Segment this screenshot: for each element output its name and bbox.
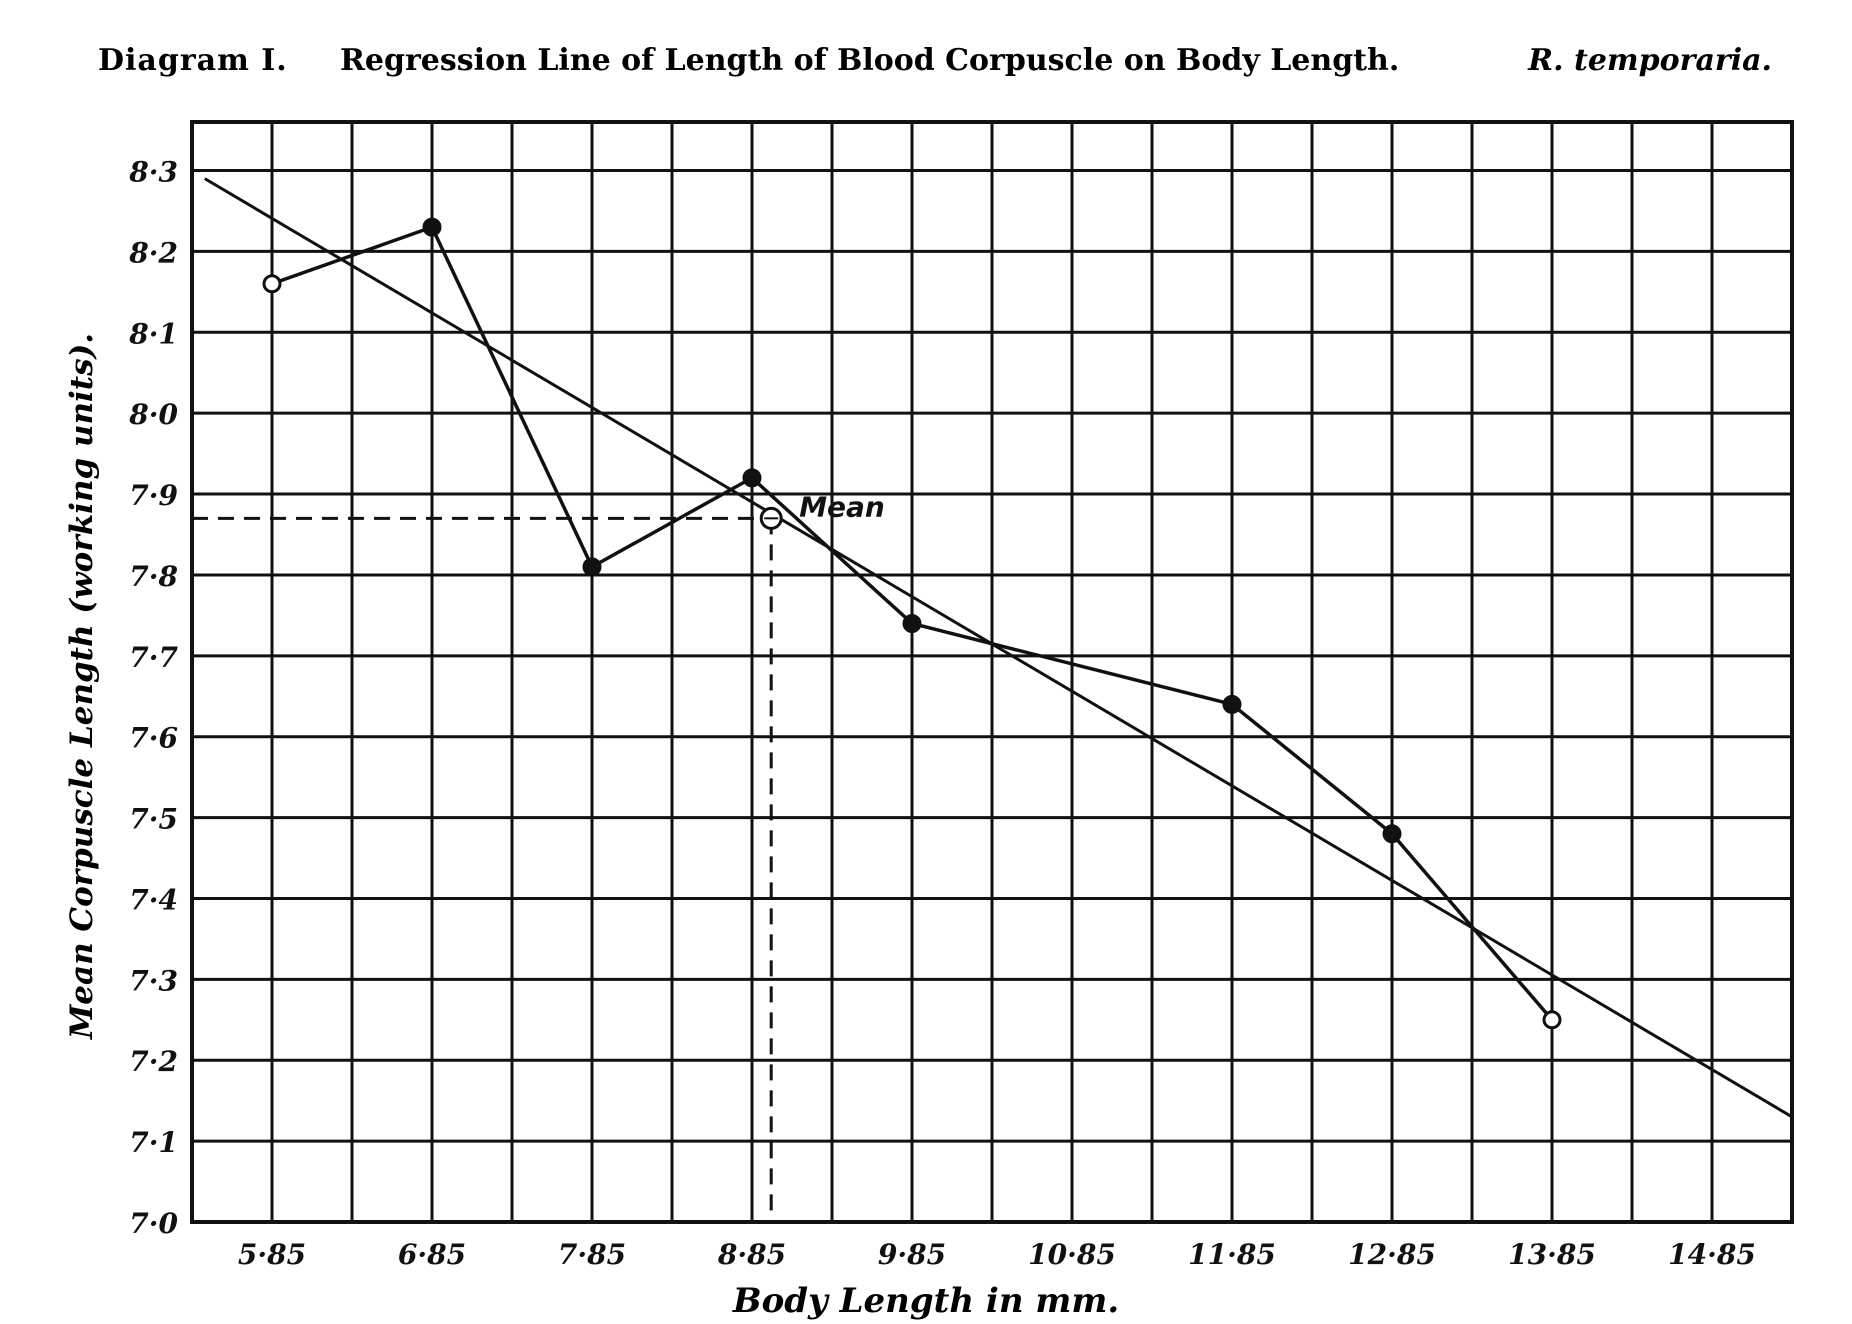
- data-point: [742, 468, 762, 488]
- y-tick-label: 8·2: [128, 236, 178, 269]
- y-tick-label: 8·1: [128, 317, 178, 350]
- x-tick-label: 6·85: [398, 1238, 466, 1271]
- mean-label: Mean: [799, 490, 885, 523]
- chart-title: Regression Line of Length of Blood Corpu…: [340, 43, 1399, 78]
- y-tick-label: 7·6: [129, 722, 178, 755]
- y-tick-label: 7·0: [129, 1207, 178, 1240]
- data-point: [422, 217, 442, 237]
- y-tick-label: 7·3: [129, 964, 178, 997]
- tick-labels: 7·0 7·1 7·2 7·3 7·4 7·5 7·6 7·7 7·8 7·9 8·0 8·1 8·2 8…: [128, 156, 1756, 1271]
- x-tick-label: 10·85: [1028, 1238, 1116, 1271]
- x-tick-label: 8·85: [717, 1238, 786, 1271]
- data-point-open: [262, 274, 282, 294]
- data-point-open: [1542, 1010, 1562, 1030]
- x-tick-label: 5·85: [238, 1238, 306, 1271]
- y-tick-label: 8·0: [128, 398, 178, 431]
- x-tick-label: 14·85: [1668, 1238, 1756, 1271]
- data-point: [1382, 824, 1402, 844]
- data-point: [1222, 694, 1242, 714]
- y-tick-label: 7·4: [129, 883, 178, 916]
- data-markers: [262, 217, 1562, 1030]
- x-tick-label: 7·85: [558, 1238, 626, 1271]
- y-tick-label: 7·2: [129, 1045, 178, 1078]
- x-axis-label: Body Length in mm.: [732, 1281, 1119, 1321]
- y-tick-label: 7·8: [129, 560, 178, 593]
- x-tick-label: 11·85: [1188, 1238, 1276, 1271]
- x-tick-label: 9·85: [878, 1238, 946, 1271]
- chart-title-prefix: Diagram I.: [98, 43, 288, 78]
- y-tick-label: 7·5: [129, 803, 178, 836]
- data-point: [582, 557, 602, 577]
- chart-title-species: R. temporaria.: [1527, 43, 1772, 78]
- y-tick-label: 7·1: [129, 1126, 178, 1159]
- y-tick-label: 8·3: [128, 156, 178, 189]
- x-tick-label: 12·85: [1348, 1238, 1436, 1271]
- y-tick-label: 7·9: [129, 479, 178, 512]
- y-axis-label: Mean Corpuscle Length (working units).: [64, 333, 100, 1040]
- gridlines: [190, 120, 1794, 1224]
- regression-line: [204, 177, 1793, 1119]
- x-tick-label: 13·85: [1508, 1238, 1596, 1271]
- y-tick-label: 7·7: [129, 641, 178, 674]
- data-point: [902, 613, 922, 633]
- plot-series: [192, 177, 1793, 1222]
